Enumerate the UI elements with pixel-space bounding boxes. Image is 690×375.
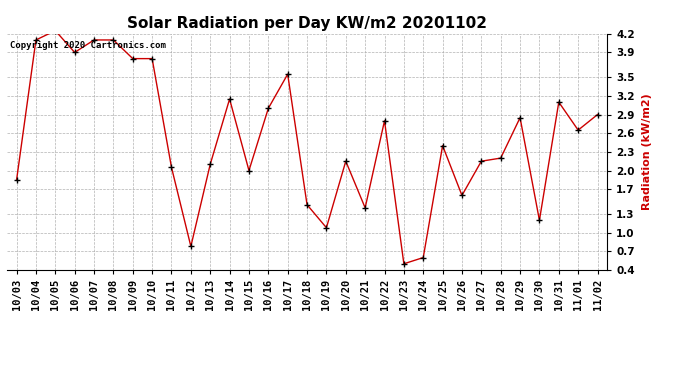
- Y-axis label: Radiation (kW/m2): Radiation (kW/m2): [642, 93, 652, 210]
- Text: Copyright 2020 Cartronics.com: Copyright 2020 Cartronics.com: [10, 41, 166, 50]
- Title: Solar Radiation per Day KW/m2 20201102: Solar Radiation per Day KW/m2 20201102: [127, 16, 487, 31]
